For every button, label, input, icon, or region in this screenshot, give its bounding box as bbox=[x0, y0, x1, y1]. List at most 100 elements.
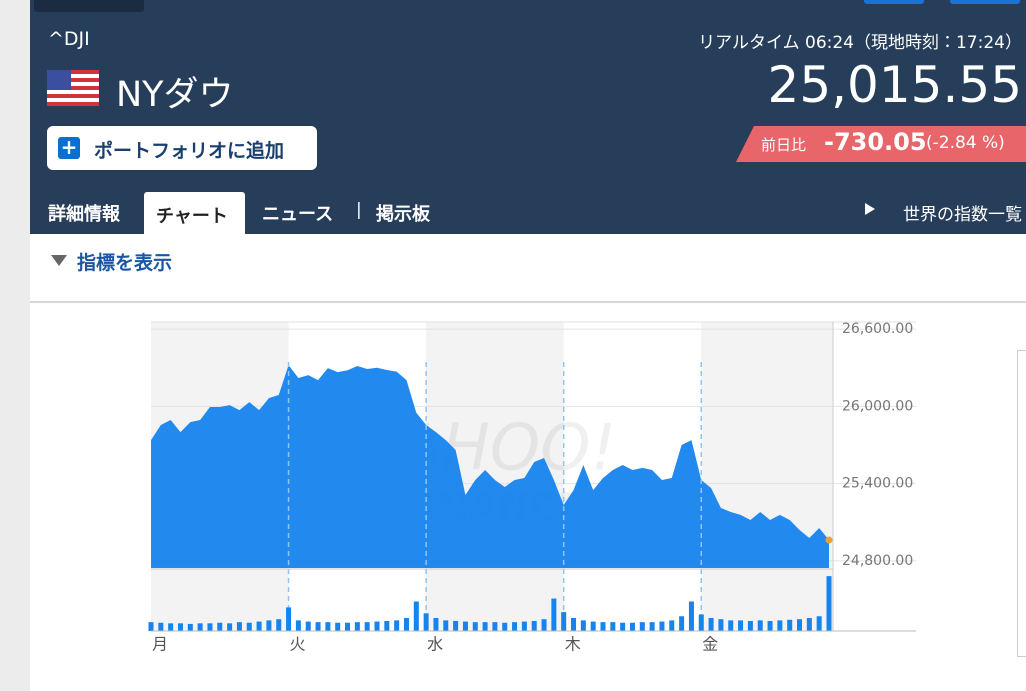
volume-bar bbox=[197, 623, 203, 631]
volume-bar bbox=[757, 620, 763, 631]
active-tab-bg bbox=[144, 192, 245, 234]
volume-bar bbox=[227, 623, 233, 631]
add-portfolio-button[interactable]: + ポートフォリオに追加 bbox=[47, 126, 317, 170]
volume-bar bbox=[688, 601, 694, 631]
volume-bar bbox=[551, 598, 557, 631]
toggle-icon bbox=[51, 255, 67, 266]
change-badge: 前日比 -730.05 (-2.84 %) bbox=[736, 126, 1026, 162]
top-tab[interactable] bbox=[34, 0, 144, 12]
volume-bar bbox=[413, 601, 419, 631]
volume-bar bbox=[177, 623, 183, 631]
volume-bar bbox=[767, 620, 773, 631]
volume-bar bbox=[787, 619, 793, 631]
volume-bar bbox=[571, 618, 577, 631]
volume-bar bbox=[659, 621, 665, 631]
volume-bar bbox=[669, 620, 675, 631]
volume-bar bbox=[521, 621, 527, 631]
change: -730.05 bbox=[824, 128, 927, 156]
volume-bar bbox=[148, 622, 154, 631]
tab[interactable]: チャート bbox=[156, 206, 228, 227]
volume-bar bbox=[236, 622, 242, 631]
volume-bar bbox=[423, 613, 429, 631]
volume-bar bbox=[580, 620, 586, 631]
volume-bar bbox=[482, 622, 488, 631]
volume-bar bbox=[649, 622, 655, 631]
volume-bar bbox=[698, 614, 704, 631]
volume-bar bbox=[620, 622, 626, 631]
price: 25,015.55 bbox=[767, 56, 1022, 114]
volume-bar bbox=[354, 622, 360, 631]
volume-bar bbox=[639, 622, 645, 631]
y-tick-label: 26,600.00 bbox=[842, 321, 913, 337]
volume-bar bbox=[168, 623, 174, 631]
volume-bar bbox=[826, 576, 832, 631]
volume-bar bbox=[433, 618, 439, 631]
volume-bar bbox=[443, 620, 449, 631]
volume-bar bbox=[777, 620, 783, 631]
volume-bar bbox=[276, 619, 282, 631]
volume-bar bbox=[629, 622, 635, 631]
index-name: NYダウ bbox=[116, 75, 234, 115]
button-label: ポートフォリオに追加 bbox=[94, 140, 285, 162]
y-tick-label: 26,000.00 bbox=[842, 398, 913, 414]
left-gutter bbox=[0, 0, 30, 691]
volume-bar bbox=[394, 620, 400, 631]
indicator-toggle[interactable]: 指標を表示 bbox=[77, 252, 173, 274]
volume-bar bbox=[158, 622, 164, 631]
volume-bar bbox=[256, 621, 262, 631]
change-label: 前日比 bbox=[761, 136, 807, 154]
us-flag bbox=[47, 70, 99, 106]
volume-bar bbox=[345, 622, 351, 631]
volume-bar bbox=[266, 620, 272, 631]
volume-bar bbox=[728, 620, 734, 631]
volume-bar bbox=[512, 622, 518, 631]
volume-bar bbox=[217, 622, 223, 631]
volume-bar bbox=[305, 621, 311, 631]
volume-bar bbox=[679, 616, 685, 631]
tab-separator: | bbox=[356, 200, 362, 220]
last-point bbox=[825, 536, 833, 544]
volume-bar bbox=[462, 621, 468, 631]
volume-bar bbox=[325, 622, 331, 631]
x-tick-label: 水 bbox=[427, 635, 443, 654]
volume-bar bbox=[561, 612, 567, 631]
divider bbox=[30, 301, 1026, 303]
volume-bar bbox=[797, 619, 803, 631]
volume-bar bbox=[610, 622, 616, 631]
x-tick-label: 金 bbox=[702, 635, 718, 654]
volume-bar bbox=[590, 621, 596, 631]
x-tick-label: 月 bbox=[152, 635, 168, 654]
volume-bar bbox=[207, 623, 213, 631]
realtime: リアルタイム 06:24（現地時刻：17:24） bbox=[698, 33, 1022, 53]
world-link[interactable]: 世界の指数一覧 bbox=[903, 205, 1022, 225]
arrow-icon bbox=[865, 203, 875, 215]
x-tick-label: 木 bbox=[565, 635, 581, 654]
volume-bar bbox=[187, 623, 193, 631]
volume-bar bbox=[718, 619, 724, 631]
x-tick-label: 火 bbox=[290, 635, 306, 654]
volume-bar bbox=[384, 620, 390, 631]
top-button[interactable] bbox=[950, 0, 1020, 4]
volume-bar bbox=[816, 616, 822, 631]
volume-bar bbox=[708, 618, 714, 631]
y-tick-label: 25,400.00 bbox=[842, 476, 913, 492]
volume-bar bbox=[403, 618, 409, 631]
price-area bbox=[151, 365, 829, 568]
top-button[interactable] bbox=[864, 0, 924, 4]
volume-bar bbox=[502, 622, 508, 631]
tab[interactable]: 詳細情報 bbox=[48, 204, 120, 225]
volume-bar bbox=[541, 619, 547, 631]
day-band bbox=[701, 322, 833, 631]
tab[interactable]: 掲示板 bbox=[376, 204, 430, 225]
volume-bar bbox=[531, 620, 537, 631]
tab[interactable]: ニュース bbox=[262, 204, 334, 225]
volume-bar bbox=[295, 620, 301, 631]
side-panel bbox=[1017, 350, 1026, 657]
volume-bar bbox=[738, 620, 744, 631]
volume-bar bbox=[315, 622, 321, 631]
volume-bar bbox=[747, 620, 753, 631]
change-pct: (-2.84 %) bbox=[926, 133, 1005, 153]
volume-bar bbox=[492, 622, 498, 631]
